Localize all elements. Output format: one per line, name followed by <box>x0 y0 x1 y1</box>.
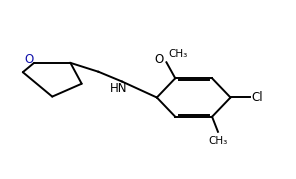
Text: CH₃: CH₃ <box>208 136 228 146</box>
Text: O: O <box>155 53 164 66</box>
Text: Cl: Cl <box>251 91 263 104</box>
Text: O: O <box>24 53 33 66</box>
Text: HN: HN <box>110 82 127 95</box>
Text: CH₃: CH₃ <box>169 49 188 59</box>
